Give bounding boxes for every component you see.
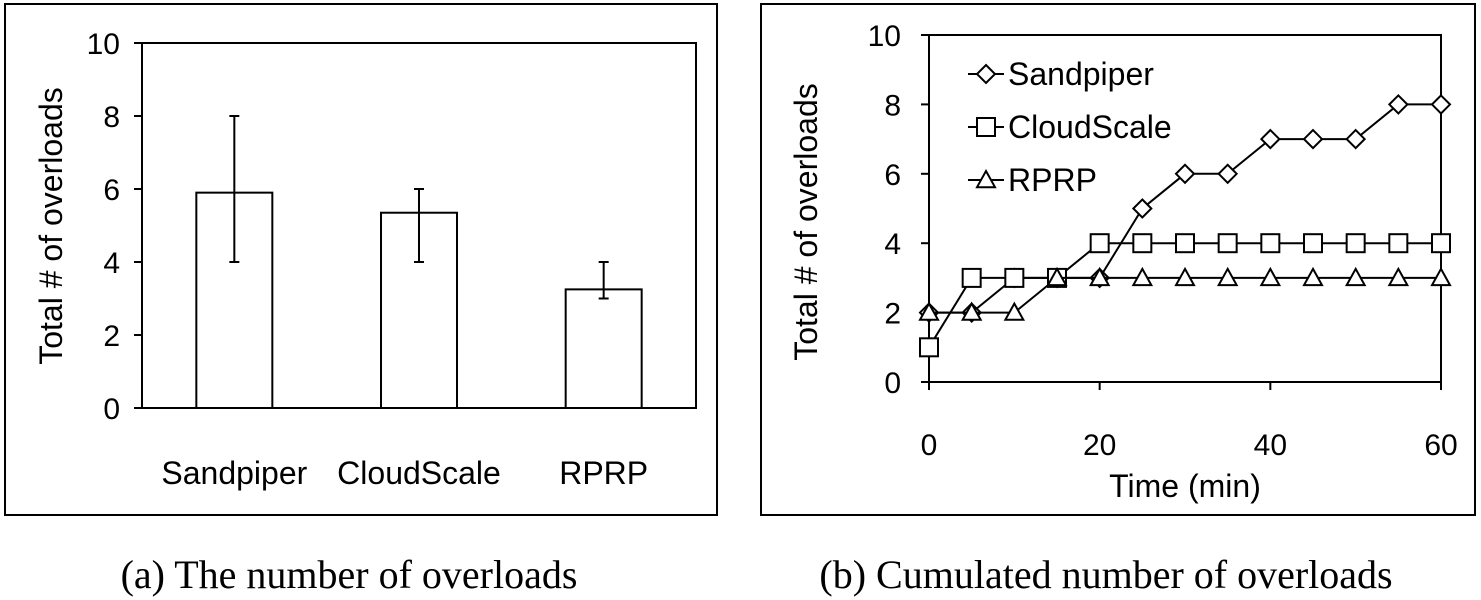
point-sandpiper xyxy=(1345,128,1367,150)
y-tick-label-b: 2 xyxy=(884,298,901,331)
series-cloudscale xyxy=(919,233,1451,358)
legend-marker-rprp xyxy=(975,168,997,189)
point-sandpiper xyxy=(1259,128,1281,150)
error-bar-rprp xyxy=(598,261,609,300)
plot-area-b xyxy=(928,34,1442,383)
y-tick-label-a: 8 xyxy=(103,101,120,134)
legend-item-sandpiper: Sandpiper xyxy=(968,56,1154,92)
y-axis-label-b: Total # of overloads xyxy=(788,83,824,361)
point-rprp xyxy=(1088,266,1111,287)
point-rprp xyxy=(1344,266,1367,287)
panel-b-frame xyxy=(760,3,1476,516)
bar-chart-panel: 0 2 4 6 8 10 Sandpiper CloudScale RPRP Total # … xyxy=(4,3,718,516)
y-tick-label-b: 8 xyxy=(884,89,901,122)
point-cloudscale xyxy=(1132,233,1153,254)
y-tick-label-b: 0 xyxy=(884,367,901,400)
point-rprp xyxy=(1302,266,1324,287)
y-tick-label-a: 10 xyxy=(87,28,120,61)
x-tick-label-b: 20 xyxy=(1083,429,1116,462)
legend-label-cloudscale: CloudScale xyxy=(1008,109,1172,145)
point-cloudscale xyxy=(1217,233,1238,254)
y-tick-label-b: 10 xyxy=(868,20,901,53)
point-rprp xyxy=(1003,301,1026,321)
legend-item-cloudscale: CloudScale xyxy=(968,109,1172,145)
legend-label-rprp: RPRP xyxy=(1008,162,1097,198)
error-bar-sandpiper xyxy=(229,115,240,263)
point-rprp xyxy=(1430,266,1452,287)
x-tick-label-b: 60 xyxy=(1424,429,1457,462)
x-tick-label-a: Sandpiper xyxy=(161,455,307,491)
point-rprp xyxy=(1216,266,1239,287)
legend-marker-cloudscale xyxy=(976,117,996,137)
caption-a: (a) The number of overloads xyxy=(121,552,578,597)
y-axis-b: 0 2 4 6 8 10 xyxy=(868,20,929,400)
legend-marker-sandpiper xyxy=(975,63,997,85)
series-lines xyxy=(918,93,1452,358)
legend-label-sandpiper: Sandpiper xyxy=(1008,56,1154,92)
point-cloudscale xyxy=(1089,233,1110,254)
legend: Sandpiper CloudScale RPRP xyxy=(968,56,1172,198)
point-rprp xyxy=(960,301,983,321)
x-tick-label-a: CloudScale xyxy=(337,455,501,491)
point-sandpiper xyxy=(1217,163,1239,185)
point-cloudscale xyxy=(961,267,982,288)
x-axis-label-b: Time (min) xyxy=(1109,468,1261,504)
point-sandpiper xyxy=(1387,93,1409,115)
point-cloudscale xyxy=(919,337,939,358)
point-cloudscale xyxy=(1260,233,1281,254)
point-rprp xyxy=(1387,266,1410,287)
x-axis-b: 0 20 40 60 xyxy=(921,382,1458,462)
point-sandpiper xyxy=(1131,198,1153,219)
point-cloudscale xyxy=(1345,233,1366,254)
y-tick-label-a: 0 xyxy=(103,393,120,426)
legend-item-rprp: RPRP xyxy=(968,162,1097,198)
y-tick-label-b: 6 xyxy=(884,159,901,192)
y-axis-label-a: Total # of overloads xyxy=(33,87,69,365)
point-rprp xyxy=(1174,266,1196,287)
x-tick-label-b: 0 xyxy=(921,429,938,462)
y-axis-a: 0 2 4 6 8 10 xyxy=(87,28,142,426)
x-tick-label-b: 40 xyxy=(1254,429,1287,462)
bars xyxy=(195,115,643,409)
bar-cloudscale xyxy=(380,211,458,409)
point-cloudscale xyxy=(1004,267,1025,288)
series-rprp xyxy=(918,266,1452,321)
point-cloudscale xyxy=(1175,233,1195,254)
point-cloudscale xyxy=(1303,233,1323,254)
error-bar-cloudscale xyxy=(414,188,424,263)
panel-a-frame xyxy=(4,3,718,516)
point-cloudscale xyxy=(1431,233,1451,254)
y-tick-label-b: 4 xyxy=(884,228,901,261)
series-sandpiper xyxy=(918,93,1452,324)
x-tick-label-a: RPRP xyxy=(559,455,648,491)
x-axis-a: Sandpiper CloudScale RPRP xyxy=(161,455,648,491)
caption-b: (b) Cumulated number of overloads xyxy=(819,552,1392,597)
point-rprp xyxy=(1131,266,1154,287)
y-tick-label-a: 2 xyxy=(103,320,120,353)
line-cloudscale xyxy=(928,242,1441,348)
point-sandpiper xyxy=(1430,93,1452,115)
point-rprp xyxy=(918,301,940,321)
point-rprp xyxy=(1259,266,1282,287)
point-sandpiper xyxy=(1302,128,1324,150)
y-tick-label-a: 4 xyxy=(103,247,120,280)
bar-rprp xyxy=(564,288,643,409)
point-rprp xyxy=(1046,266,1068,287)
point-cloudscale xyxy=(1388,233,1409,254)
y-tick-label-a: 6 xyxy=(103,174,120,207)
point-sandpiper xyxy=(1174,163,1196,185)
